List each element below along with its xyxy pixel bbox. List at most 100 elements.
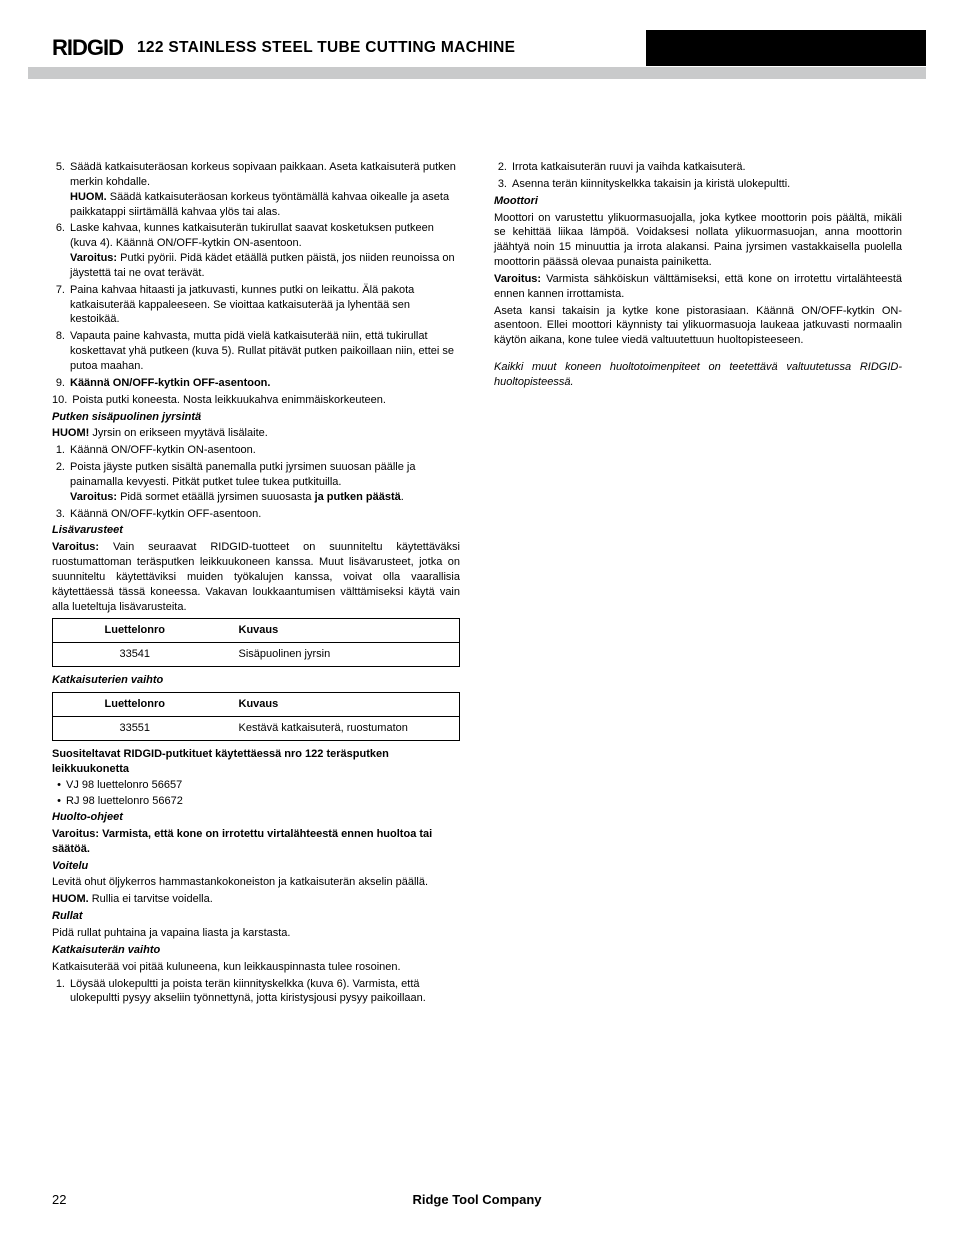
item-text: VJ 98 luettelonro 56657	[66, 778, 460, 793]
item-number: 8.	[52, 329, 70, 374]
warning-paragraph: Varoitus: Varmista, että kone on irrotet…	[52, 827, 460, 857]
procedure-list: 2.Irrota katkaisuterän ruuvi ja vaihda k…	[494, 160, 902, 192]
header-white-segment: RIDGID 122 STAINLESS STEEL TUBE CUTTING …	[28, 30, 646, 66]
section-heading: Putken sisäpuolinen jyrsintä	[52, 410, 460, 425]
note-label: HUOM!	[52, 427, 89, 439]
item-number: 1.	[52, 977, 70, 1007]
table-cell: 33541	[53, 643, 203, 667]
item-text: Laske kahvaa, kunnes katkaisuterän tukir…	[70, 221, 460, 280]
paragraph: HUOM. Rullia ei tarvitse voidella.	[52, 892, 460, 907]
paragraph: Aseta kansi takaisin ja kytke kone pisto…	[494, 304, 902, 349]
note-text: Säädä katkaisuteräosan korkeus työntämäl…	[70, 191, 449, 218]
text: Levitä ohut öljykerros hammastankokoneis…	[52, 876, 428, 888]
note-label: HUOM.	[70, 191, 107, 203]
item-text: Käännä ON/OFF-kytkin ON-asentoon.	[70, 443, 460, 458]
procedure-list: 1.Käännä ON/OFF-kytkin ON-asentoon. 2. P…	[52, 443, 460, 521]
warning-label: Varoitus:	[52, 541, 99, 553]
warning-text: Putki pyörii. Pidä kädet etäällä putken …	[70, 252, 455, 279]
section-heading: Katkaisuterien vaihto	[52, 673, 460, 688]
bold-text: ja putken päästä	[315, 491, 401, 503]
item-number: 2.	[52, 460, 70, 505]
text: Laske kahvaa, kunnes katkaisuterän tukir…	[70, 222, 434, 249]
bullet-item: •RJ 98 luettelonro 56672	[52, 794, 460, 809]
section-heading: Rullat	[52, 909, 460, 924]
item-text: Poista putki koneesta. Nosta leikkuukahv…	[72, 393, 460, 408]
list-item: 9. Käännä ON/OFF-kytkin OFF-asentoon.	[52, 376, 460, 391]
table-row: LuettelonroKuvaus	[53, 619, 460, 643]
warning-text: Pidä sormet etäällä jyrsimen suuosasta	[117, 491, 314, 503]
warning-label: Varoitus:	[494, 273, 541, 285]
list-item: 5. Säädä katkaisuteräosan korkeus sopiva…	[52, 160, 460, 219]
bullet-icon: •	[52, 794, 66, 809]
warning-label: Varoitus:	[70, 491, 117, 503]
accessories-table: LuettelonroKuvaus 33541Sisäpuolinen jyrs…	[52, 618, 460, 667]
brand-logo: RIDGID	[52, 35, 123, 61]
header-bar: RIDGID 122 STAINLESS STEEL TUBE CUTTING …	[28, 30, 926, 66]
body-content: 5. Säädä katkaisuteräosan korkeus sopiva…	[52, 160, 902, 1175]
list-item: 10. Poista putki koneesta. Nosta leikkuu…	[52, 393, 460, 408]
item-number: 7.	[52, 283, 70, 328]
paragraph: Moottori on varustettu ylikuormasuojalla…	[494, 211, 902, 270]
text: Poista jäyste putken sisältä panemalla p…	[70, 461, 415, 488]
list-item: 8. Vapauta paine kahvasta, mutta pidä vi…	[52, 329, 460, 374]
item-number: 9.	[52, 376, 70, 391]
item-number: 1.	[52, 443, 70, 458]
item-number: 6.	[52, 221, 70, 280]
note-paragraph: Kaikki muut koneen huoltotoimenpiteet on…	[494, 360, 902, 390]
procedure-list: 5. Säädä katkaisuteräosan korkeus sopiva…	[52, 160, 460, 408]
item-text: Poista jäyste putken sisältä panemalla p…	[70, 460, 460, 505]
header-black-segment	[646, 30, 926, 66]
warning-label: Varoitus:	[70, 252, 117, 264]
blade-change-section: Katkaisuterän vaihto Katkaisuterää voi p…	[52, 943, 460, 1006]
bullet-item: •VJ 98 luettelonro 56657	[52, 778, 460, 793]
table-header: Kuvaus	[203, 619, 460, 643]
footer-company: Ridge Tool Company	[52, 1192, 902, 1207]
supports-section: Suositeltavat RIDGID-putkituet käytettäe…	[52, 747, 460, 809]
paragraph: Katkaisuterää voi pitää kuluneena, kun l…	[52, 960, 460, 975]
warning-paragraph: Varoitus: Vain seuraavat RIDGID-tuotteet…	[52, 540, 460, 614]
table-cell: Sisäpuolinen jyrsin	[203, 643, 460, 667]
list-item: 6. Laske kahvaa, kunnes katkaisuterän tu…	[52, 221, 460, 280]
list-item: 1.Löysää ulokepultti ja poista terän kii…	[52, 977, 460, 1007]
section-heading: Voitelu	[52, 859, 460, 874]
table-cell: Kestävä katkaisuterä, ruostumaton	[203, 716, 460, 740]
bold-text: Varoitus: Varmista, että kone on irrotet…	[52, 828, 432, 855]
cutter-table: LuettelonroKuvaus 33551Kestävä katkaisut…	[52, 692, 460, 741]
section-heading: Lisävarusteet	[52, 523, 460, 538]
table-row: 33551Kestävä katkaisuterä, ruostumaton	[53, 716, 460, 740]
table-row: 33541Sisäpuolinen jyrsin	[53, 643, 460, 667]
item-text: Käännä ON/OFF-kytkin OFF-asentoon.	[70, 507, 460, 522]
item-number: 5.	[52, 160, 70, 219]
item-text: Löysää ulokepultti ja poista terän kiinn…	[70, 977, 460, 1007]
text: Vain seuraavat RIDGID-tuotteet on suunni…	[52, 541, 460, 612]
section-heading: Huolto-ohjeet	[52, 810, 460, 825]
page-title: 122 STAINLESS STEEL TUBE CUTTING MACHINE	[137, 39, 515, 57]
section-heading: Suositeltavat RIDGID-putkituet käytettäe…	[52, 747, 460, 777]
list-item: 3.Käännä ON/OFF-kytkin OFF-asentoon.	[52, 507, 460, 522]
list-item: 3.Asenna terän kiinnityskelkka takaisin …	[494, 177, 902, 192]
table-header: Kuvaus	[203, 693, 460, 717]
text: Säädä katkaisuteräosan korkeus sopivaan …	[70, 161, 456, 188]
paragraph: Pidä rullat puhtaina ja vapaina liasta j…	[52, 926, 460, 941]
table-row: LuettelonroKuvaus	[53, 693, 460, 717]
item-text: Säädä katkaisuteräosan korkeus sopivaan …	[70, 160, 460, 219]
item-number: 3.	[52, 507, 70, 522]
accessories-section: Lisävarusteet Varoitus: Vain seuraavat R…	[52, 523, 460, 667]
list-item: 1.Käännä ON/OFF-kytkin ON-asentoon.	[52, 443, 460, 458]
paragraph: Levitä ohut öljykerros hammastankokoneis…	[52, 875, 460, 890]
item-text: Asenna terän kiinnityskelkka takaisin ja…	[512, 177, 902, 192]
item-text: Vapauta paine kahvasta, mutta pidä vielä…	[70, 329, 460, 374]
item-text: Paina kahvaa hitaasti ja jatkuvasti, kun…	[70, 283, 460, 328]
note-label: HUOM.	[52, 893, 89, 905]
text: .	[401, 491, 404, 503]
table-header: Luettelonro	[53, 619, 203, 643]
section-heading: Moottori	[494, 194, 902, 209]
cutter-change-section: Katkaisuterien vaihto LuettelonroKuvaus …	[52, 673, 460, 741]
header-rule	[28, 67, 926, 79]
note-line: HUOM! Jyrsin on erikseen myytävä lisälai…	[52, 426, 460, 441]
item-text: Irrota katkaisuterän ruuvi ja vaihda kat…	[512, 160, 902, 175]
text: Varmista sähköiskun välttämiseksi, että …	[494, 273, 902, 300]
table-header: Luettelonro	[53, 693, 203, 717]
list-item: 2. Poista jäyste putken sisältä panemall…	[52, 460, 460, 505]
list-item: 2.Irrota katkaisuterän ruuvi ja vaihda k…	[494, 160, 902, 175]
